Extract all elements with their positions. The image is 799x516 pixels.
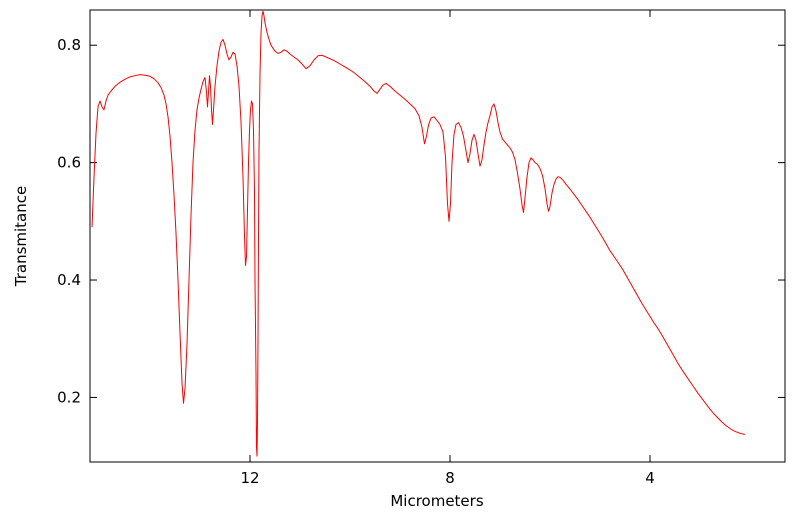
x-tick-label: 8: [445, 469, 455, 487]
y-tick-label: 0.4: [57, 271, 81, 289]
y-axis-label: Transmitance: [12, 185, 30, 287]
transmittance-spectrum-line: [91, 10, 746, 457]
x-tick-label: 4: [645, 469, 655, 487]
y-tick-label: 0.8: [57, 36, 81, 54]
x-axis-label: Micrometers: [390, 492, 484, 510]
y-tick-label: 0.2: [57, 388, 81, 406]
x-tick-label: 12: [240, 469, 259, 487]
plot-border: [89, 9, 786, 463]
y-tick-label: 0.6: [57, 154, 81, 172]
